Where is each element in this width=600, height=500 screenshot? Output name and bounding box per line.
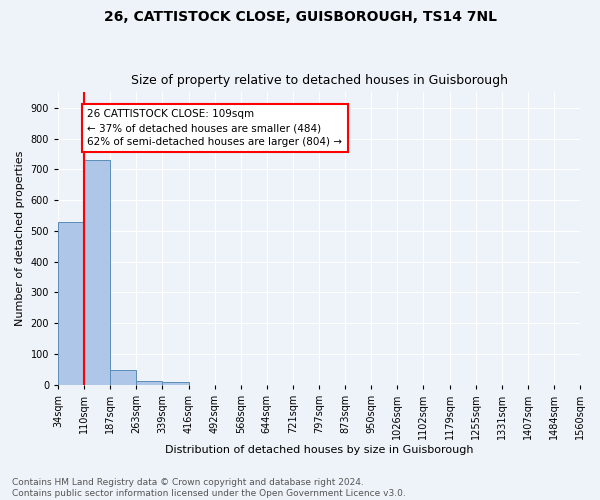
Bar	[163, 382, 189, 385]
Text: 26, CATTISTOCK CLOSE, GUISBOROUGH, TS14 7NL: 26, CATTISTOCK CLOSE, GUISBOROUGH, TS14 …	[104, 10, 497, 24]
X-axis label: Distribution of detached houses by size in Guisborough: Distribution of detached houses by size …	[165, 445, 473, 455]
Bar	[136, 381, 163, 385]
Text: Contains HM Land Registry data © Crown copyright and database right 2024.
Contai: Contains HM Land Registry data © Crown c…	[12, 478, 406, 498]
Bar	[84, 160, 110, 385]
Bar	[110, 370, 136, 385]
Bar	[58, 222, 84, 385]
Y-axis label: Number of detached properties: Number of detached properties	[15, 151, 25, 326]
Text: 26 CATTISTOCK CLOSE: 109sqm
← 37% of detached houses are smaller (484)
62% of se: 26 CATTISTOCK CLOSE: 109sqm ← 37% of det…	[88, 110, 343, 148]
Title: Size of property relative to detached houses in Guisborough: Size of property relative to detached ho…	[131, 74, 508, 87]
